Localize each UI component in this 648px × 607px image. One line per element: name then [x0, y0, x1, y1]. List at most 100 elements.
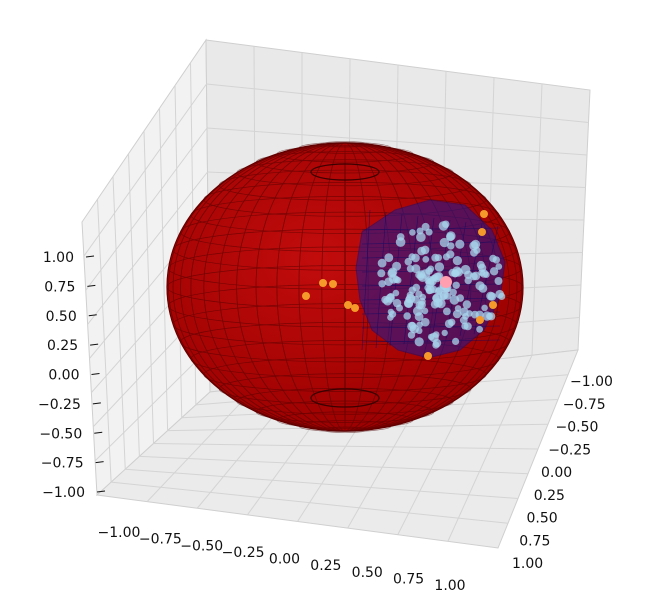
cluster-point [478, 284, 488, 293]
cluster-point [396, 233, 405, 241]
cluster-point [405, 293, 416, 304]
cluster-point [461, 322, 469, 330]
x-tick-label: 0.25 [310, 558, 341, 574]
cluster-point [483, 271, 490, 279]
cluster-point [377, 269, 386, 278]
outlier-point [480, 210, 488, 218]
cluster-point [388, 267, 398, 277]
outlier-point [344, 301, 352, 309]
grid-line [94, 347, 210, 462]
cluster-point [420, 245, 430, 255]
cluster-point [498, 292, 506, 300]
cluster-point [487, 312, 496, 321]
outlier-point [424, 352, 432, 360]
z-tick-label: 0.00 [48, 368, 79, 384]
x-tick-label: 0.00 [269, 552, 300, 568]
cluster-point [464, 276, 472, 285]
z-tick-label: −0.50 [39, 426, 82, 442]
z-tick-mark [94, 431, 103, 434]
outlier-point [302, 292, 310, 300]
cluster-point [422, 256, 430, 263]
grid-line [531, 83, 543, 356]
y-tick-label: 1.00 [512, 556, 543, 572]
cluster-point [495, 263, 503, 270]
cluster-point [425, 267, 433, 275]
grid-lines [83, 46, 589, 542]
cluster-point [462, 300, 472, 309]
cluster-point [452, 256, 462, 266]
outlier-point [319, 279, 327, 287]
cluster-point [387, 293, 395, 301]
y-axis-ticks: −1.00 −0.75 −0.50 −0.25 0.00 0.25 0.50 0.75 1.00 [512, 374, 613, 572]
cluster-point [413, 306, 423, 316]
cluster-point [489, 267, 499, 276]
outlier-point [329, 280, 337, 288]
cluster-point [387, 308, 395, 316]
cluster-point [434, 254, 442, 262]
cluster-point [469, 272, 478, 281]
z-tick-label: 0.75 [44, 279, 75, 295]
cluster-point [471, 310, 479, 319]
cluster-point [434, 262, 445, 272]
cluster-point [446, 250, 455, 259]
cluster-point [418, 297, 426, 305]
cluster-point [430, 300, 440, 309]
center-point [440, 276, 452, 288]
z-tick-label: 0.50 [46, 309, 77, 325]
cluster-point [394, 277, 402, 284]
cluster-point [438, 221, 449, 231]
cluster-point [449, 288, 457, 296]
x-tick-label: 1.00 [434, 578, 465, 594]
cluster-point [443, 307, 451, 316]
x-axis-ticks: −1.00−0.75−0.50−0.25 0.00 0.25 0.50 0.75 1.00 [98, 525, 466, 594]
outlier-point [489, 301, 497, 309]
cluster-point [421, 307, 429, 315]
cluster-point [392, 298, 402, 308]
patch-mesh-line [403, 215, 419, 345]
cluster-point [421, 317, 430, 327]
y-tick-label: −0.50 [556, 420, 599, 436]
cluster-point [448, 268, 457, 277]
outlier-point [478, 228, 486, 236]
z-axis-ticks: 1.00 0.75 0.50 0.25 0.00 −0.25 −0.50 −0.75 −1.00 [38, 250, 106, 501]
cluster-point [403, 312, 412, 320]
cluster-point [407, 321, 417, 332]
sphere-meridian [168, 142, 522, 432]
y-tick-label: 0.00 [541, 465, 572, 481]
cluster-point [409, 229, 416, 236]
grid-line [447, 355, 533, 542]
cluster-point [429, 285, 438, 294]
floor-pane [95, 349, 579, 549]
z-tick-label: −1.00 [42, 485, 85, 501]
outlier-points [302, 210, 497, 360]
cluster-point [448, 318, 456, 326]
grid-line [159, 108, 169, 431]
y-tick-label: −0.25 [548, 442, 591, 458]
outlier-point [476, 316, 484, 324]
cluster-point [421, 222, 430, 231]
z-tick-mark [87, 284, 96, 287]
cluster-point [406, 265, 415, 273]
x-tick-label: −0.75 [139, 532, 182, 548]
cluster-point [439, 293, 447, 301]
patch-mesh-line [361, 325, 501, 329]
z-tick-mark [92, 402, 101, 405]
cluster-point [452, 309, 462, 319]
cluster-point [432, 331, 440, 338]
cluster-point [404, 257, 413, 266]
outlier-point [351, 304, 359, 312]
z-tick-label: 0.25 [47, 338, 78, 354]
x-tick-label: −1.00 [98, 525, 141, 541]
z-tick-mark [88, 314, 97, 317]
patch-mesh-line [361, 209, 371, 351]
cluster-point [447, 242, 455, 250]
cluster-point [416, 321, 423, 329]
cluster-point [481, 304, 488, 312]
cluster-point [435, 286, 444, 295]
cluster-point [439, 237, 450, 248]
cluster-point [455, 239, 465, 249]
z-tick-mark [91, 373, 100, 375]
cluster-point [494, 277, 503, 285]
patch-mesh-line [375, 211, 387, 349]
